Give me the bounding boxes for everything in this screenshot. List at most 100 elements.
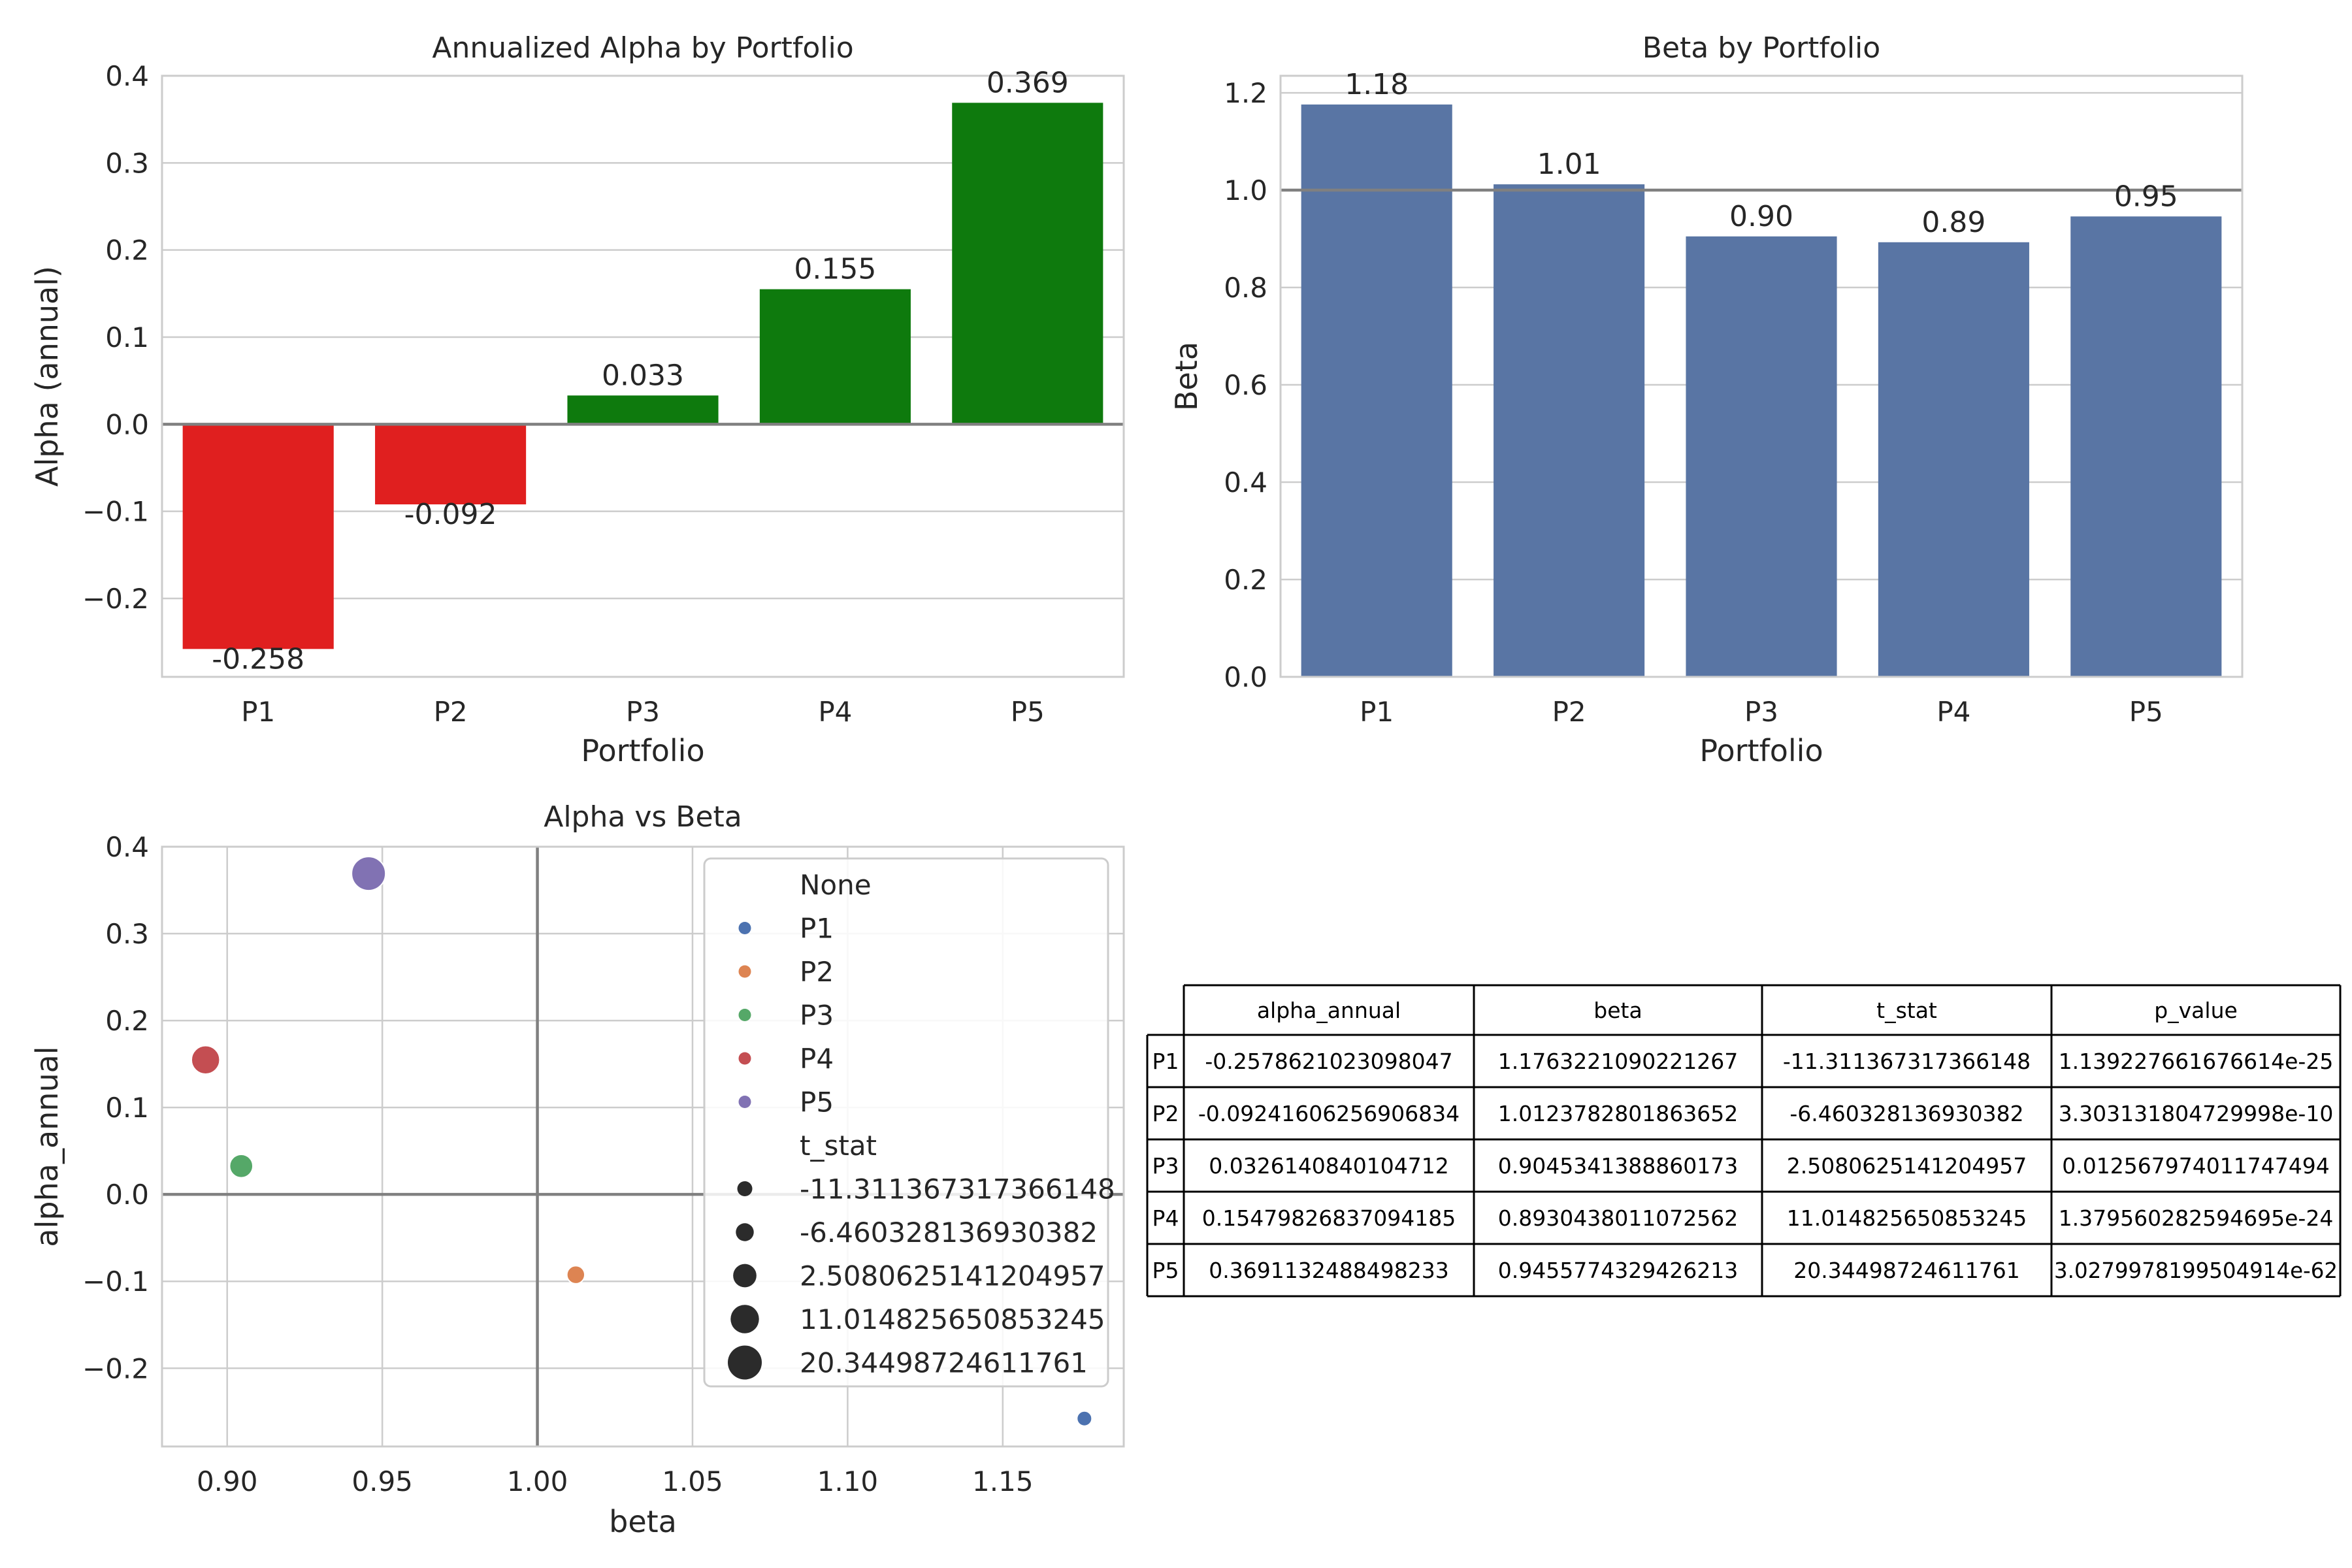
legend-size-label: -6.460328136930382 — [800, 1217, 1098, 1249]
legend-size-label: -11.311367317366148 — [800, 1173, 1115, 1205]
table-cell: -6.460328136930382 — [1789, 1101, 2023, 1126]
scatter-point-p5 — [351, 856, 387, 892]
data-label-p5: 0.369 — [987, 66, 1069, 99]
x-tick-label: P5 — [2129, 696, 2163, 728]
x-tick-label: P2 — [1552, 696, 1586, 728]
table-cell: 3.0279978199504914e-62 — [2054, 1258, 2338, 1283]
scatter-y-axis-label: alpha_annual — [29, 1046, 65, 1247]
table-cell: 20.34498724611761 — [1793, 1258, 2019, 1283]
table-cell: 1.139227661676614e-25 — [2059, 1049, 2334, 1074]
bar-p5 — [952, 103, 1103, 425]
scatter-points — [190, 856, 1093, 1427]
table-cell: 0.9045341388860173 — [1498, 1153, 1738, 1179]
table-cell: 0.3691132488498233 — [1209, 1258, 1448, 1283]
table-cell: 0.8930438011072562 — [1498, 1205, 1738, 1231]
table-cell: -11.311367317366148 — [1783, 1049, 2031, 1074]
x-tick-label: P4 — [1936, 696, 1970, 728]
scatter-point-p2 — [566, 1265, 586, 1284]
legend-label-p2: P2 — [800, 956, 834, 988]
legend-size-marker — [728, 1345, 762, 1380]
y-tick-label: 0.4 — [105, 60, 149, 92]
legend-size-marker — [737, 1181, 753, 1196]
bar-p1 — [1301, 104, 1452, 677]
table-cell: 0.9455774329426213 — [1498, 1258, 1738, 1283]
scatter-y-ticks: −0.2 −0.1 0.0 0.1 0.2 0.3 0.4 — [82, 831, 149, 1384]
beta-x-ticks: P1 P2 P3 P4 P5 — [1360, 696, 2163, 728]
scatter-point-p3 — [229, 1153, 254, 1179]
x-tick-label: P3 — [1744, 696, 1778, 728]
legend-marker-p1 — [738, 922, 751, 934]
x-tick-label: P1 — [241, 696, 275, 728]
beta-chart-title: Beta by Portfolio — [1642, 31, 1880, 65]
beta-y-axis-label: Beta — [1169, 342, 1204, 411]
y-tick-label: 0.0 — [105, 408, 149, 440]
legend-size-marker — [730, 1305, 759, 1333]
legend-size-marker — [736, 1223, 754, 1241]
y-tick-label: 1.0 — [1224, 174, 1267, 206]
table-cell: 3.303131804729998e-10 — [2059, 1101, 2334, 1126]
table-cell: 2.5080625141204957 — [1787, 1153, 2027, 1179]
y-tick-label: 0.2 — [105, 235, 149, 267]
scatter-plot-frame — [161, 845, 1125, 1448]
alpha-bar-chart: -0.258 -0.092 0.033 0.155 0.369 −0.2 −0.1 0.0 0… — [29, 31, 1125, 768]
alpha-vs-beta-scatter: −0.2 −0.1 0.0 0.1 0.2 0.3 0.4 0.90 0.95 1.00 1.05… — [29, 800, 1125, 1539]
x-tick-label: 0.90 — [197, 1465, 258, 1497]
legend-label-p3: P3 — [800, 1000, 834, 1032]
legend-marker-p4 — [738, 1052, 751, 1065]
bar-p3 — [1686, 236, 1837, 677]
y-tick-label: 0.1 — [105, 321, 149, 353]
bar-p3 — [567, 395, 719, 425]
table-row-label: P5 — [1152, 1258, 1179, 1283]
scatter-x-axis-label: beta — [609, 1504, 677, 1539]
table-cell: 1.1763221090221267 — [1498, 1049, 1738, 1074]
bar-p1 — [182, 424, 334, 649]
data-label-p4: 0.155 — [794, 253, 876, 286]
data-label-p3: 0.90 — [1729, 200, 1793, 233]
y-tick-label: 0.0 — [1224, 661, 1267, 693]
beta-y-ticks: 0.0 0.2 0.4 0.6 0.8 1.0 1.2 — [1224, 77, 1267, 693]
table-cell: 11.014825650853245 — [1787, 1205, 2027, 1231]
bar-p4 — [759, 289, 911, 425]
data-label-p3: 0.033 — [602, 359, 684, 392]
scatter-chart-title: Alpha vs Beta — [544, 800, 742, 834]
data-label-p2: 1.01 — [1537, 148, 1601, 181]
legend-size-marker — [733, 1264, 757, 1288]
x-tick-label: P3 — [626, 696, 660, 728]
y-tick-label: −0.2 — [82, 583, 149, 615]
y-tick-label: 0.6 — [1224, 369, 1267, 401]
legend-hue-title: None — [800, 869, 872, 901]
legend-size-label: 11.014825650853245 — [800, 1303, 1105, 1335]
y-tick-label: −0.1 — [82, 1266, 149, 1298]
data-label-p1: -0.258 — [212, 642, 304, 676]
table-header-cell: alpha_annual — [1257, 998, 1401, 1023]
table-cell: 0.012567974011747494 — [2062, 1153, 2329, 1179]
data-label-p4: 0.89 — [1921, 206, 1985, 239]
scatter-legend: None P1 P2 P3 P4 P5 t_stat -11.311367317366148 -… — [703, 857, 1115, 1388]
table-header-cell: t_stat — [1876, 998, 1937, 1023]
x-tick-label: 1.10 — [817, 1465, 879, 1497]
legend-size-label: 20.34498724611761 — [800, 1347, 1088, 1379]
alpha-y-axis-label: Alpha (annual) — [29, 266, 65, 487]
y-tick-label: 0.2 — [1224, 564, 1267, 596]
alpha-x-ticks: P1 P2 P3 P4 P5 — [241, 696, 1045, 728]
x-tick-label: 1.15 — [972, 1465, 1034, 1497]
y-tick-label: −0.2 — [82, 1352, 149, 1384]
alpha-plot-frame — [161, 74, 1125, 678]
table-cell: -0.09241606256906834 — [1198, 1101, 1460, 1126]
table-cell: 1.379560282594695e-24 — [2059, 1205, 2334, 1231]
x-tick-label: P5 — [1011, 696, 1045, 728]
y-tick-label: 0.3 — [105, 918, 149, 950]
table-cell: -0.2578621023098047 — [1205, 1049, 1452, 1074]
legend-marker-p2 — [738, 965, 751, 978]
x-tick-label: 1.00 — [507, 1465, 568, 1497]
alpha-chart-title: Annualized Alpha by Portfolio — [432, 31, 853, 65]
alpha-data-labels: -0.258 -0.092 0.033 0.155 0.369 — [212, 66, 1069, 676]
y-tick-label: 0.3 — [105, 147, 149, 179]
x-tick-label: 1.05 — [662, 1465, 723, 1497]
beta-bar-chart: 1.18 1.01 0.90 0.89 0.95 0.0 0.2 0.4 0.6 0.8 1.0 1… — [1169, 31, 2244, 768]
y-tick-label: −0.1 — [82, 496, 149, 528]
bar-p5 — [2070, 216, 2222, 677]
data-label-p5: 0.95 — [2114, 180, 2178, 213]
y-tick-label: 0.2 — [105, 1005, 149, 1037]
